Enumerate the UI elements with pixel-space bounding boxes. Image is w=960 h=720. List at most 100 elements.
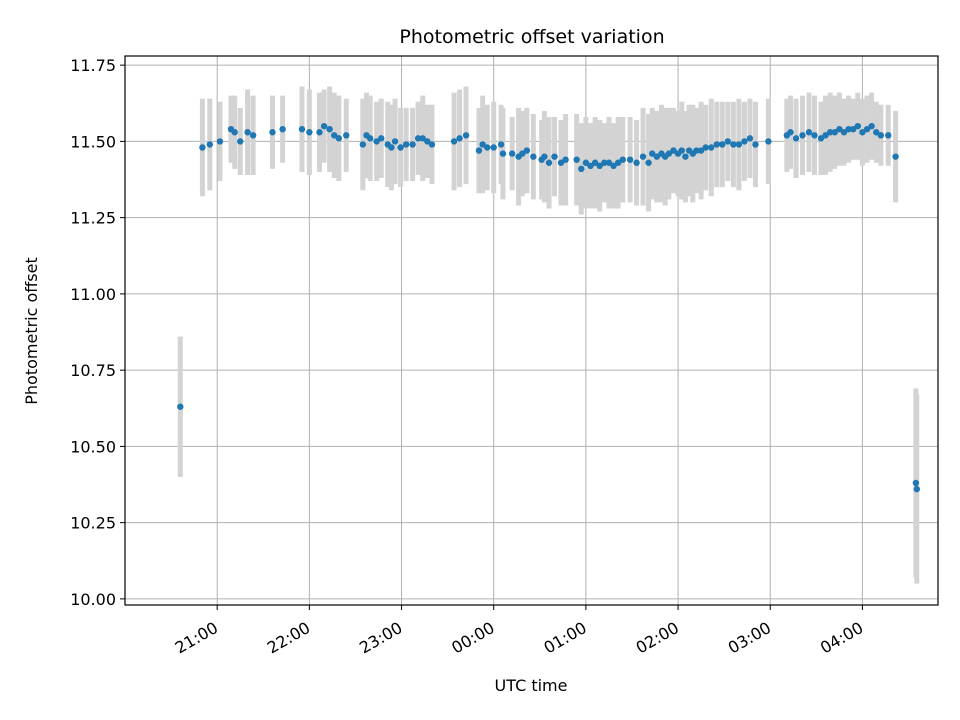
data-point bbox=[587, 162, 594, 169]
data-point bbox=[840, 129, 848, 136]
data-point bbox=[765, 138, 772, 145]
data-point bbox=[409, 141, 416, 148]
y-tick-label: 10.50 bbox=[70, 437, 116, 456]
y-tick-label: 11.50 bbox=[70, 132, 116, 151]
y-axis-ticks: 10.00 10.25 10.50 10.75 11.00 11.25 11.50 11.75 bbox=[70, 56, 125, 609]
y-tick-label: 11.00 bbox=[70, 285, 116, 304]
data-point bbox=[269, 129, 276, 136]
data-point bbox=[708, 144, 715, 151]
data-point bbox=[499, 150, 507, 157]
data-point bbox=[450, 138, 458, 145]
data-point bbox=[497, 141, 505, 148]
data-point bbox=[877, 132, 885, 139]
data-point bbox=[653, 153, 661, 160]
data-point bbox=[596, 162, 603, 169]
data-point bbox=[335, 135, 343, 142]
data-point bbox=[724, 138, 732, 145]
data-point bbox=[475, 147, 483, 154]
data-point bbox=[682, 153, 689, 160]
y-axis-label: Photometric offset bbox=[22, 257, 41, 405]
y-tick-label: 10.75 bbox=[70, 361, 116, 380]
data-point bbox=[859, 129, 866, 136]
data-point bbox=[693, 147, 700, 154]
data-point bbox=[633, 159, 640, 166]
data-point bbox=[508, 150, 516, 157]
data-point bbox=[249, 132, 257, 139]
data-point bbox=[892, 153, 899, 160]
data-point bbox=[519, 150, 526, 157]
data-points bbox=[177, 122, 920, 493]
data-point bbox=[479, 141, 486, 148]
x-axis-label: UTC time bbox=[495, 676, 568, 695]
data-point bbox=[697, 147, 705, 154]
data-point bbox=[591, 159, 599, 166]
data-point bbox=[326, 126, 333, 133]
data-point bbox=[626, 156, 634, 163]
data-point bbox=[741, 138, 748, 145]
data-point bbox=[752, 141, 759, 148]
data-point bbox=[670, 147, 677, 154]
data-point bbox=[713, 141, 720, 148]
data-point bbox=[885, 132, 892, 139]
data-point bbox=[792, 135, 800, 142]
data-point bbox=[557, 159, 565, 166]
data-point bbox=[397, 144, 404, 151]
data-point bbox=[237, 138, 244, 145]
y-tick-label: 10.00 bbox=[70, 590, 116, 609]
data-point bbox=[343, 132, 350, 139]
data-point bbox=[649, 150, 656, 157]
data-point bbox=[551, 153, 558, 160]
data-point bbox=[373, 138, 380, 145]
data-point bbox=[199, 144, 206, 151]
data-point bbox=[746, 135, 754, 142]
data-point bbox=[845, 126, 852, 133]
data-point bbox=[614, 159, 622, 166]
chart-title: Photometric offset variation bbox=[399, 26, 664, 48]
data-point bbox=[206, 141, 214, 148]
data-point bbox=[582, 159, 590, 166]
data-point bbox=[873, 129, 880, 136]
data-point bbox=[388, 144, 395, 151]
data-point bbox=[730, 141, 737, 148]
data-point bbox=[316, 129, 323, 136]
data-point bbox=[331, 132, 338, 139]
data-point bbox=[822, 132, 829, 139]
data-point bbox=[573, 156, 580, 163]
data-point bbox=[811, 132, 818, 139]
data-point bbox=[665, 150, 673, 157]
data-point bbox=[177, 403, 184, 410]
data-point bbox=[719, 141, 726, 148]
data-point bbox=[605, 159, 613, 166]
data-point bbox=[523, 147, 531, 154]
data-point bbox=[817, 135, 825, 142]
data-point bbox=[868, 122, 875, 130]
data-point bbox=[863, 126, 871, 133]
data-point bbox=[831, 129, 838, 136]
data-point bbox=[545, 159, 553, 166]
data-point bbox=[541, 153, 548, 160]
data-point bbox=[849, 126, 857, 133]
data-point bbox=[735, 141, 743, 148]
data-point bbox=[378, 135, 385, 142]
data-point bbox=[799, 132, 806, 139]
data-point bbox=[702, 144, 709, 151]
y-tick-label: 10.25 bbox=[70, 514, 116, 533]
data-point bbox=[402, 141, 410, 148]
data-point bbox=[639, 153, 647, 160]
y-tick-label: 11.75 bbox=[70, 56, 116, 75]
data-point bbox=[913, 485, 920, 493]
data-point bbox=[279, 126, 286, 133]
data-point bbox=[578, 165, 585, 173]
data-point bbox=[619, 156, 626, 163]
data-point bbox=[359, 141, 367, 148]
data-point bbox=[391, 138, 399, 145]
data-point bbox=[456, 135, 463, 142]
data-point bbox=[419, 135, 426, 142]
data-point bbox=[414, 135, 422, 142]
data-point bbox=[826, 129, 834, 136]
data-point bbox=[231, 129, 238, 136]
data-point bbox=[306, 129, 313, 136]
data-point bbox=[787, 129, 794, 136]
data-point bbox=[610, 162, 617, 169]
